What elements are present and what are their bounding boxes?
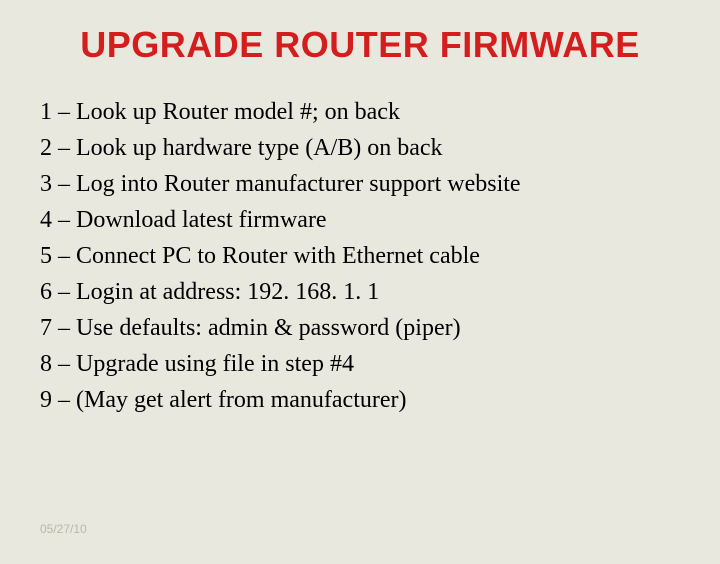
step-item: 3 – Log into Router manufacturer support… bbox=[40, 166, 680, 202]
step-item: 5 – Connect PC to Router with Ethernet c… bbox=[40, 238, 680, 274]
step-item: 8 – Upgrade using file in step #4 bbox=[40, 346, 680, 382]
step-item: 9 – (May get alert from manufacturer) bbox=[40, 382, 680, 418]
step-item: 2 – Look up hardware type (A/B) on back bbox=[40, 130, 680, 166]
step-item: 1 – Look up Router model #; on back bbox=[40, 94, 680, 130]
step-item: 6 – Login at address: 192. 168. 1. 1 bbox=[40, 274, 680, 310]
step-item: 7 – Use defaults: admin & password (pipe… bbox=[40, 310, 680, 346]
steps-list: 1 – Look up Router model #; on back 2 – … bbox=[0, 94, 720, 418]
step-item: 4 – Download latest firmware bbox=[40, 202, 680, 238]
footer-date: 05/27/10 bbox=[40, 522, 87, 536]
page-title: UPGRADE ROUTER FIRMWARE bbox=[0, 24, 720, 66]
